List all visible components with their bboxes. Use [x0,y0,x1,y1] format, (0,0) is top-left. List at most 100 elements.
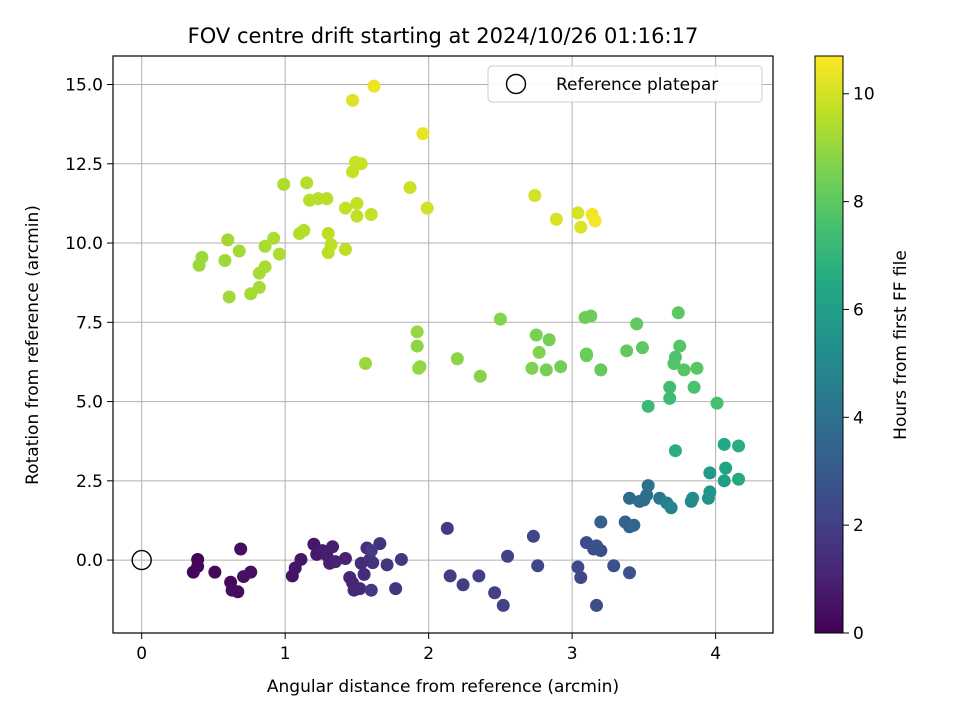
legend-label-reference: Reference platepar [556,75,718,95]
scatter-point [532,345,546,359]
y-tick-label: 5.0 [76,393,103,413]
scatter-point [420,201,434,215]
scatter-point [350,209,364,223]
scatter-point [191,559,205,573]
scatter-point [594,363,608,377]
scatter-point [389,582,403,596]
scatter-point [687,380,701,394]
scatter-point [354,157,368,171]
scatter-point [267,231,281,245]
scatter-point [297,223,311,237]
scatter-point [300,176,314,190]
scatter-point [252,280,266,294]
colorbar-tick-label: 4 [853,408,864,428]
scatter-point [208,565,222,579]
scatter-point [195,250,209,264]
scatter-point [443,569,457,583]
scatter-point [719,461,733,475]
scatter-point [663,380,677,394]
scatter-point [346,93,360,107]
scatter-point [218,253,232,267]
colorbar-tick-label: 6 [853,300,864,320]
y-tick-label: 7.5 [76,313,103,333]
colorbar-tick-label: 8 [853,193,864,213]
scatter-point [367,79,381,93]
x-axis-label: Angular distance from reference (arcmin) [267,677,619,697]
scatter-point [231,585,245,599]
y-tick-label: 0.0 [76,551,103,571]
scatter-point [525,361,539,375]
reference-platepar-marker [131,549,152,571]
scatter-point [353,582,367,596]
y-tick-label: 15.0 [65,76,103,96]
scatter-point [320,192,334,206]
scatter-point [710,396,724,410]
colorbar-tick-label: 2 [853,516,864,536]
scatter-point [272,247,286,261]
y-tick-label: 12.5 [65,155,103,175]
scatter-point [412,361,426,375]
y-axis-label: Rotation from reference (arcmin) [23,205,43,485]
scatter-point [380,558,394,572]
scatter-point [326,540,340,554]
scatter-point [528,188,542,202]
scatter-point [234,542,248,556]
scatter-point [338,201,352,215]
scatter-point [635,341,649,355]
x-tick-label: 4 [710,644,721,664]
colorbar-label: Hours from first FF file [891,250,911,440]
scatter-point [554,360,568,374]
scatter-point [690,361,704,375]
scatter-point [703,466,717,480]
y-tick-label: 10.0 [65,234,103,254]
scatter-point [410,325,424,339]
scatter-point [366,556,380,570]
scatter-point [668,444,682,458]
scatter-point [671,306,685,320]
scatter-point [571,206,585,220]
scatter-point [410,339,424,353]
colorbar-tick-label: 0 [853,624,864,644]
colorbar: 0 2 4 6 8 10 Hours from first FF file [814,55,911,644]
scatter-point [258,239,272,253]
x-tick-label: 1 [280,644,291,664]
chart-title: FOV centre drift starting at 2024/10/26 … [188,24,699,48]
scatter-point [221,233,235,247]
scatter-point [732,472,746,486]
scatter-point [574,571,588,585]
scatter-point [571,560,585,574]
scatter-point [667,357,681,371]
scatter-point [630,317,644,331]
scatter-point [627,518,641,532]
scatter-point [607,559,621,573]
scatter-point [641,399,655,413]
scatter-point [673,339,687,353]
colorbar-ticks: 0 2 4 6 8 10 [843,85,875,644]
scatter-point [222,290,236,304]
scatter-point [623,566,637,580]
legend: Reference platepar [487,65,763,103]
scatter-point [364,544,378,558]
scatter-point [364,583,378,597]
scatter-point [450,352,464,366]
scatter-point [472,569,486,583]
scatter-point [663,391,677,405]
scatter-point [473,369,487,383]
axis-ticks: 0 1 2 3 4 0.0 2.5 5.0 7.5 10.0 12.5 15.0 [65,76,721,664]
scatter-point [338,551,352,565]
scatter-point [357,567,371,581]
scatter-point [686,491,700,505]
colorbar-tick-label: 10 [853,85,875,105]
legend-box [487,65,763,103]
scatter-point [338,242,352,256]
scatter-point [501,549,515,563]
scatter-point [732,439,746,453]
scatter-point [328,555,342,569]
x-tick-label: 2 [423,644,434,664]
scatter-point [488,586,502,600]
colorbar-gradient [814,55,844,634]
scatter-point [664,501,678,515]
grid-lines [113,56,773,633]
scatter-point [526,529,540,543]
